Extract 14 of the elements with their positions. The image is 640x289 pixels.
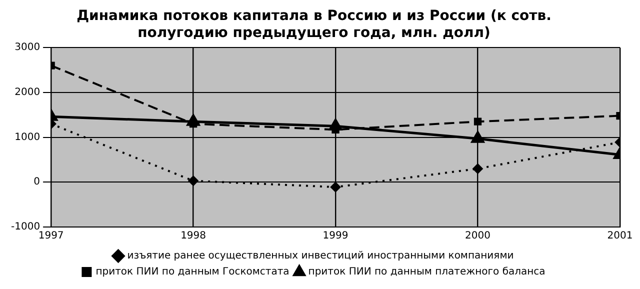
y-tick-label: 2000 — [14, 87, 40, 98]
y-tick-label: 1000 — [14, 132, 40, 143]
legend-label: приток ПИИ по данным Госкомстата — [96, 266, 290, 278]
x-tick-label: 2001 — [607, 230, 633, 242]
y-tick-label: 0 — [34, 176, 40, 188]
legend-label: приток ПИИ по данным платежного баланса — [308, 266, 546, 278]
y-tick-label: 3000 — [14, 42, 40, 54]
chart-title: Динамика потоков капитала в Россию и из России (к сотв. полугодию предыдущего года, млн. долл) — [76, 8, 552, 41]
x-tick-label: 1998 — [180, 230, 206, 242]
legend-label: изъятие ранее осуществленных инвестиций иностранными компаниями — [127, 250, 514, 262]
x-tick-label: 1999 — [322, 230, 348, 242]
y-tick-label: -1000 — [10, 222, 40, 233]
x-tick-label: 2000 — [465, 230, 490, 242]
x-tick-label: 1997 — [38, 230, 64, 242]
